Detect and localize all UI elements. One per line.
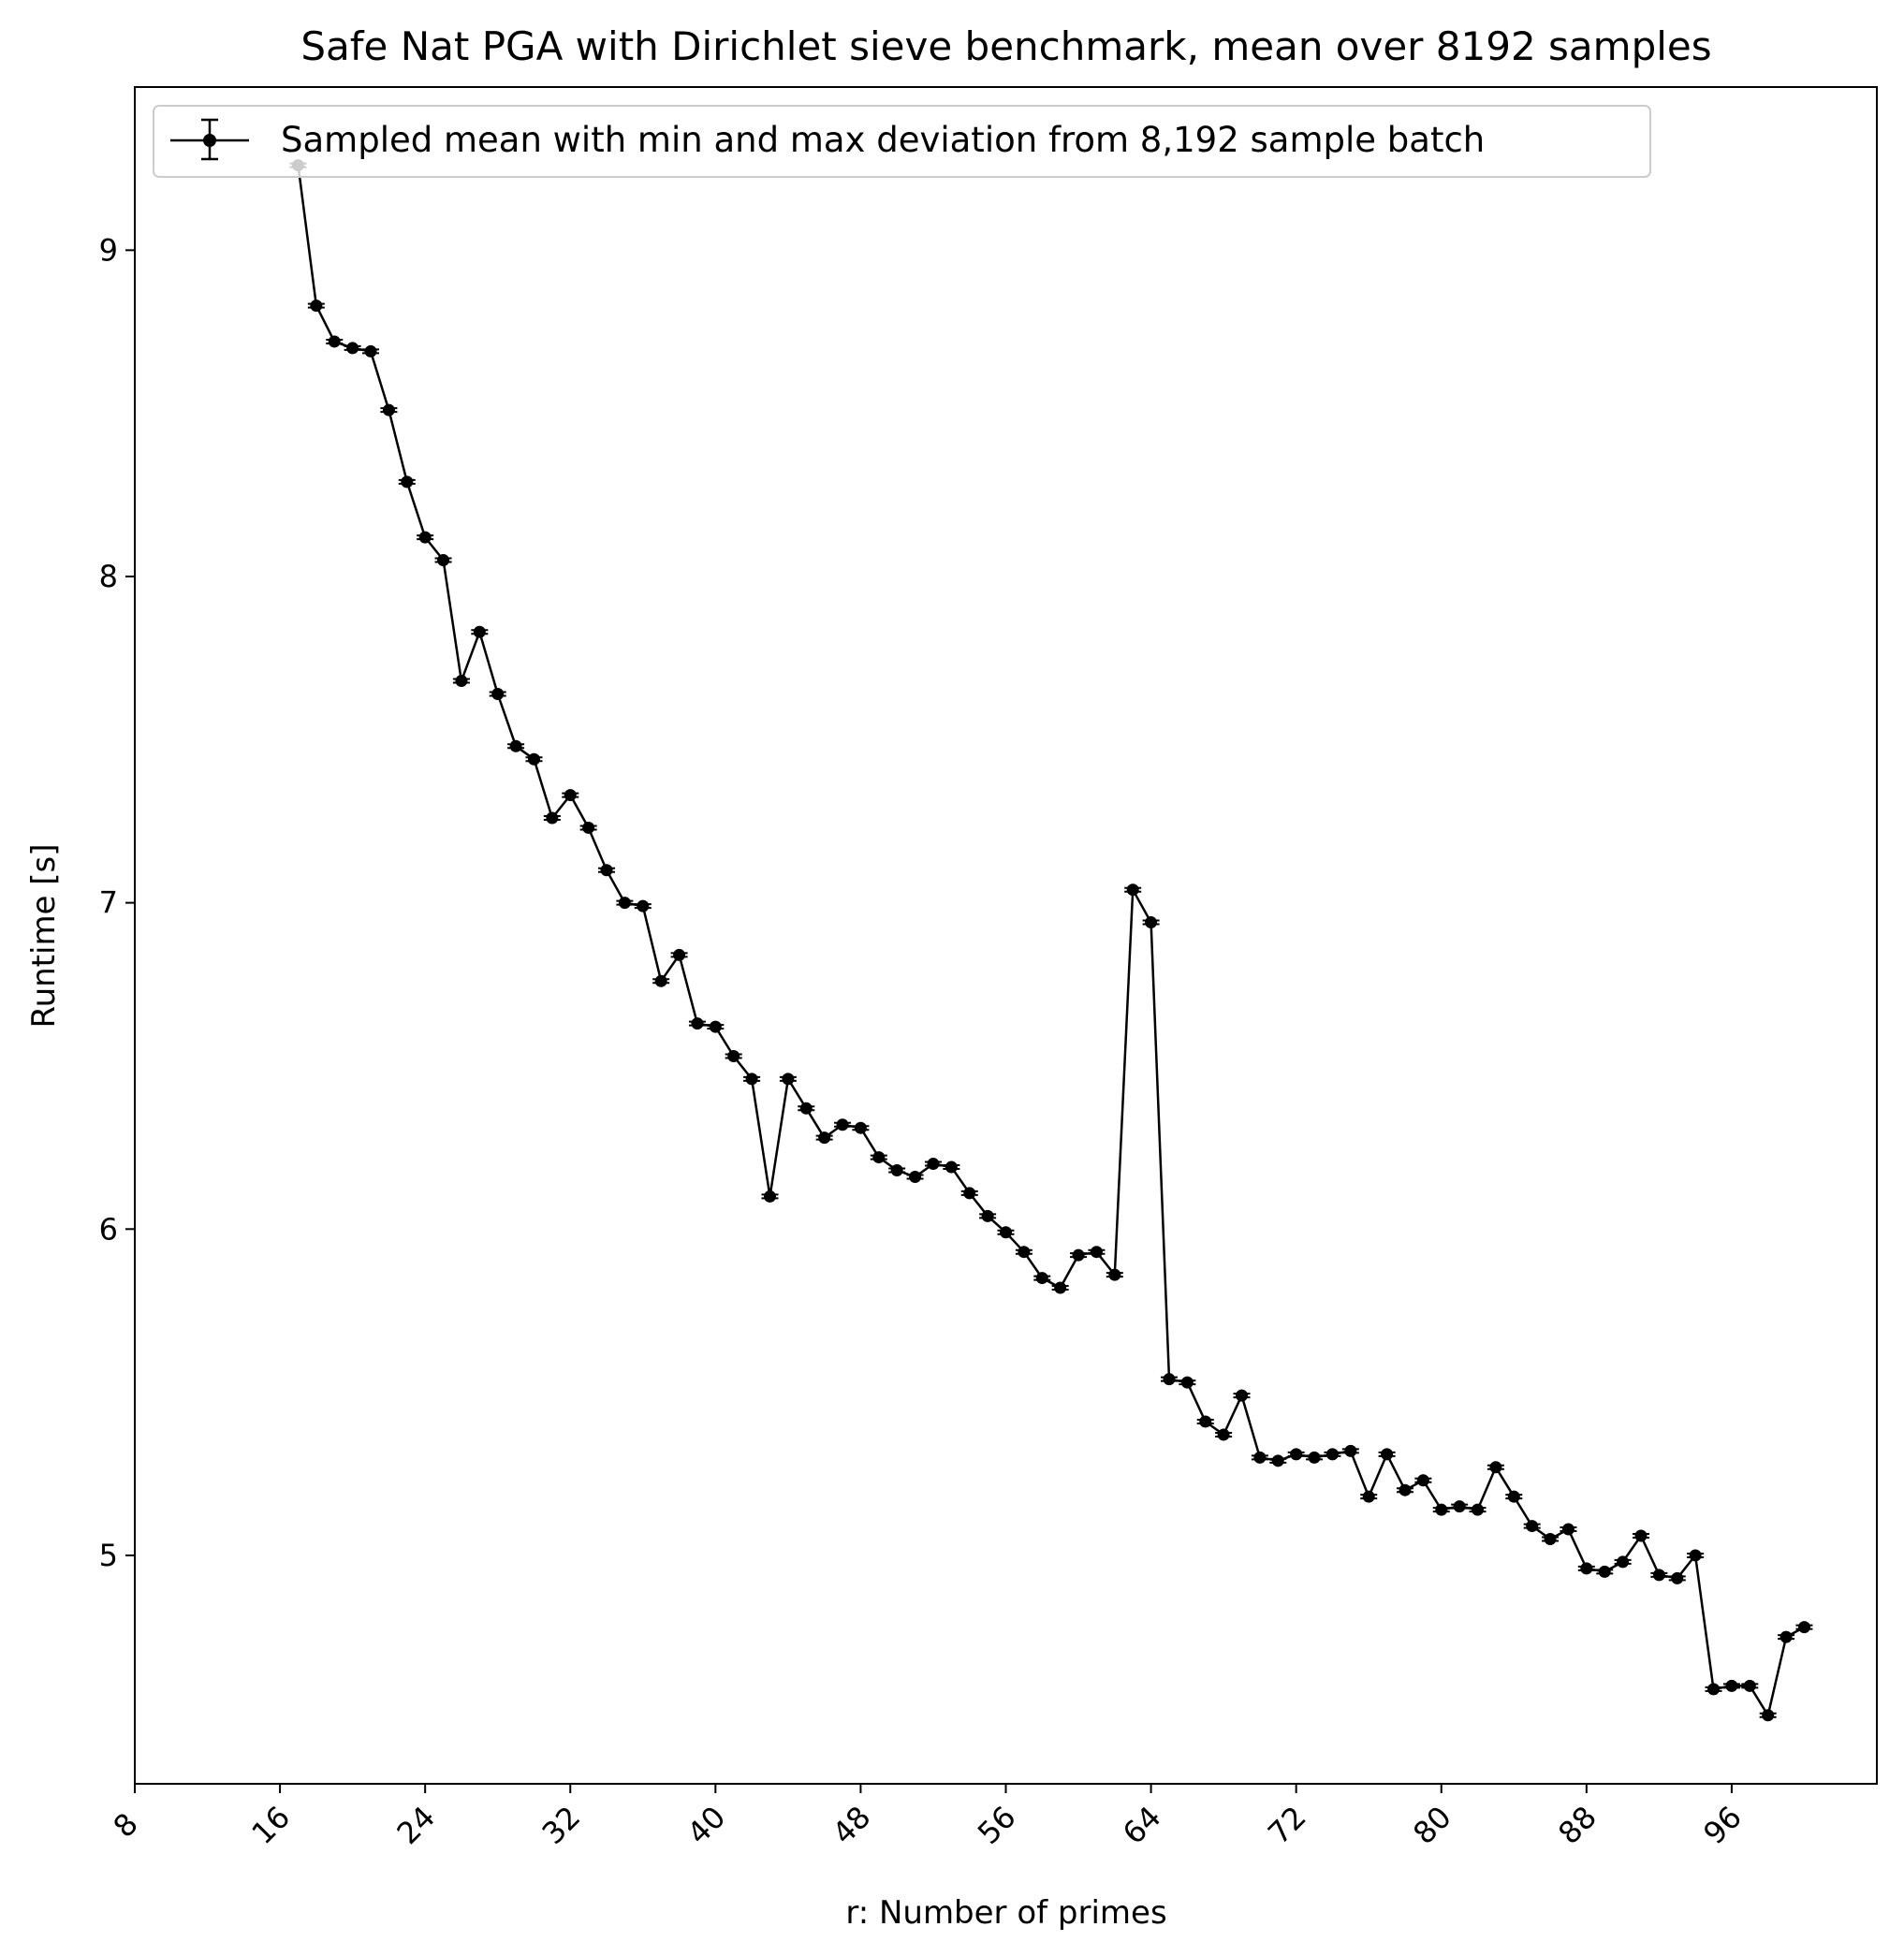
data-point (1544, 1533, 1557, 1546)
data-point (364, 344, 377, 358)
y-tick-label: 8 (99, 559, 118, 594)
data-point (1290, 1448, 1303, 1461)
plot-area (289, 159, 1813, 1722)
data-point (1217, 1428, 1230, 1441)
data-point (727, 1050, 740, 1063)
legend-box (153, 105, 1651, 178)
legend-marker-swatch (203, 134, 216, 147)
data-point (709, 1020, 722, 1033)
data-point (527, 752, 540, 766)
data-point (1018, 1246, 1031, 1259)
data-point (1617, 1555, 1630, 1569)
data-point (600, 864, 613, 877)
data-point (1561, 1523, 1574, 1536)
data-point (1072, 1248, 1085, 1262)
legend: Sampled mean with min and max deviation … (153, 105, 1651, 178)
data-point (509, 739, 522, 752)
data-point (691, 1017, 704, 1030)
y-tick-label: 5 (99, 1538, 118, 1573)
data-point (310, 299, 323, 313)
data-point (799, 1102, 813, 1115)
data-point (1762, 1709, 1775, 1722)
data-point (1236, 1389, 1249, 1402)
data-point (1325, 1448, 1339, 1461)
data-point (1580, 1562, 1593, 1575)
data-point (763, 1190, 776, 1203)
data-point (1381, 1448, 1394, 1461)
data-point (745, 1073, 758, 1086)
data-point (1652, 1569, 1665, 1582)
data-point (1344, 1444, 1357, 1457)
data-point (1507, 1490, 1520, 1503)
data-point (1598, 1565, 1611, 1578)
data-point (437, 554, 450, 567)
data-point (1271, 1454, 1284, 1467)
chart-title: Safe Nat PGA with Dirichlet sieve benchm… (300, 23, 1711, 69)
data-point (872, 1151, 886, 1164)
data-point (1416, 1474, 1429, 1487)
data-point (945, 1160, 958, 1174)
y-tick-label: 6 (99, 1211, 118, 1247)
y-axis: 5 6 7 8 9 (99, 232, 135, 1573)
data-point (963, 1187, 976, 1200)
data-point (1108, 1268, 1121, 1281)
data-point (491, 687, 505, 700)
data-point (1308, 1451, 1321, 1464)
data-point (546, 811, 559, 825)
data-point (401, 475, 414, 489)
data-point (818, 1131, 831, 1145)
data-point (981, 1209, 994, 1222)
data-point (673, 948, 686, 961)
y-tick-label: 7 (99, 885, 118, 921)
data-point (1797, 1621, 1810, 1634)
data-point (1489, 1461, 1502, 1474)
data-point (782, 1073, 795, 1086)
data-point (1707, 1683, 1721, 1696)
data-point (1399, 1483, 1412, 1496)
data-point (1253, 1451, 1267, 1464)
y-tick-label: 9 (99, 232, 118, 268)
y-axis-label: Runtime [s] (25, 843, 63, 1028)
data-point (890, 1164, 903, 1177)
data-point (836, 1118, 849, 1131)
data-point (582, 821, 595, 834)
data-point (1090, 1246, 1103, 1259)
data-point (1453, 1500, 1466, 1513)
data-point (1689, 1549, 1702, 1562)
data-point (1126, 883, 1139, 897)
x-axis-label: r: Number of primes (845, 1894, 1166, 1932)
data-point (654, 974, 667, 987)
data-point (1000, 1226, 1012, 1239)
data-point (418, 531, 432, 544)
data-point (1180, 1376, 1194, 1389)
data-point (1035, 1272, 1048, 1285)
legend-entry-label: Sampled mean with min and max deviation … (281, 120, 1485, 160)
data-point (1743, 1679, 1756, 1692)
data-point (618, 897, 631, 910)
data-point (1472, 1503, 1485, 1516)
data-point (909, 1171, 922, 1184)
data-point (854, 1121, 867, 1134)
data-point (382, 403, 395, 416)
data-point (1163, 1373, 1176, 1386)
data-point (637, 899, 650, 912)
data-point (1199, 1415, 1212, 1428)
data-point (1362, 1490, 1375, 1503)
data-point (1671, 1571, 1684, 1584)
data-point (1435, 1503, 1448, 1516)
data-point (1780, 1630, 1793, 1643)
data-point (1634, 1529, 1648, 1542)
data-point (473, 625, 486, 638)
data-point (1526, 1520, 1539, 1533)
data-point (1054, 1281, 1067, 1294)
data-point (564, 789, 577, 802)
data-point (927, 1158, 940, 1171)
data-point (346, 342, 359, 355)
data-point (1145, 916, 1158, 929)
data-point (455, 675, 468, 688)
data-point (1725, 1679, 1738, 1692)
data-point (328, 335, 341, 348)
